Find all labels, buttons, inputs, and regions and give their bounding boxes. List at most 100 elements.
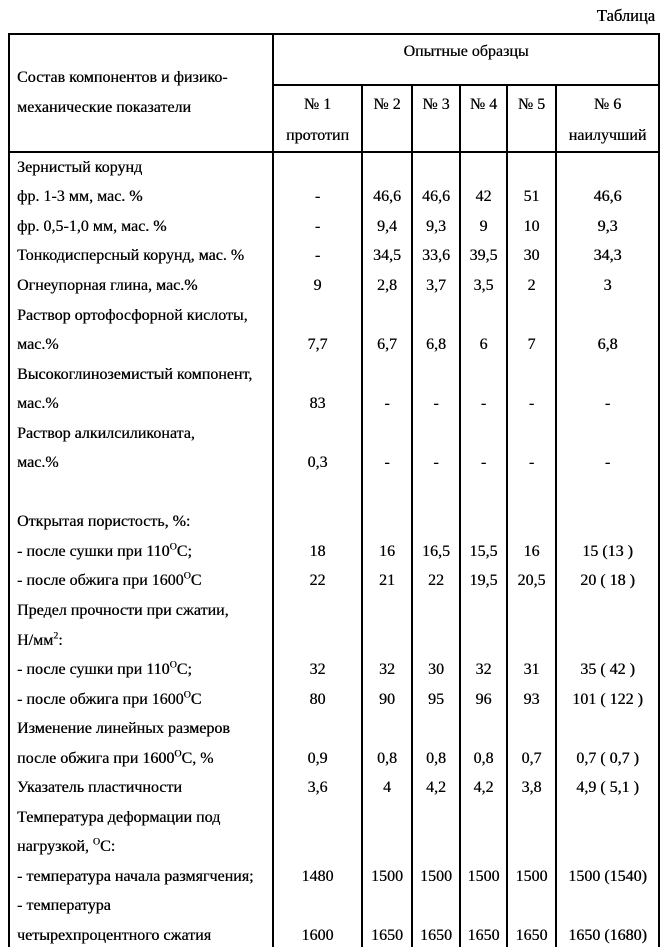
cell-value: - bbox=[554, 448, 660, 479]
cell-value bbox=[459, 714, 507, 744]
cell-value bbox=[361, 507, 412, 538]
row-label: мас.% bbox=[17, 395, 59, 413]
cell-value: 95 bbox=[411, 684, 460, 715]
cell-value bbox=[272, 507, 362, 538]
table-row: Указатель пластичности 3,6 4 4,2 4,2 3,8 4,9 (… bbox=[9, 773, 660, 804]
cell-value: 6 bbox=[459, 330, 507, 360]
column-header: № 1 прототип bbox=[272, 85, 362, 153]
row-label: - температура bbox=[17, 897, 111, 915]
cell-value: - bbox=[411, 448, 460, 479]
row-label: фр. 0,5-1,0 мм, мас. % bbox=[17, 217, 167, 235]
cell-value: 1500 bbox=[459, 862, 507, 892]
cell-value: 6,8 bbox=[554, 330, 660, 360]
cell-value bbox=[411, 507, 460, 538]
table-row: Изменение линейных размеров bbox=[9, 714, 660, 744]
cell-value: - bbox=[272, 212, 362, 242]
cell-value bbox=[554, 359, 660, 390]
cell-value bbox=[411, 152, 460, 183]
row-label: Указатель пластичности bbox=[17, 779, 182, 797]
row-label: Тонкодисперсный корунд, мас. % bbox=[17, 247, 245, 265]
cell-value: 1480 bbox=[272, 862, 362, 892]
cell-value bbox=[272, 418, 362, 449]
cell-value bbox=[459, 478, 507, 508]
table-row: нагрузкой, ОС: bbox=[9, 832, 660, 863]
cell-value bbox=[272, 359, 362, 390]
cell-value: 46,6 bbox=[411, 182, 460, 213]
row-label bbox=[9, 478, 273, 508]
row-label: Высокоглиноземистый компонент, bbox=[17, 365, 253, 383]
cell-value: 83 bbox=[272, 389, 362, 419]
table-row: Высокоглиноземистый компонент, bbox=[9, 359, 660, 390]
cell-value bbox=[411, 625, 460, 656]
cell-value: 20 ( 18 ) bbox=[554, 566, 660, 597]
group-header-row: Состав компонентов и физико- механически… bbox=[9, 34, 660, 153]
table-row: фр. 0,5-1,0 мм, мас. % -9,4 9,3 9 10 9,3 bbox=[9, 212, 660, 242]
cell-value: 3 bbox=[554, 271, 660, 301]
cell-value: 4,2 bbox=[459, 773, 507, 804]
cell-value: 1500 bbox=[361, 862, 412, 892]
cell-value bbox=[506, 478, 556, 508]
row-label: Раствор алкилсиликоната, bbox=[17, 424, 195, 442]
cell-value: 1500 (1540) bbox=[554, 862, 660, 892]
row-label: Открытая пористость, %: bbox=[17, 513, 191, 531]
cell-value: 15 (13 ) bbox=[554, 537, 660, 567]
cell-value: 10 bbox=[506, 212, 556, 242]
table-row: Раствор алкилсиликоната, bbox=[9, 418, 660, 449]
cell-value bbox=[506, 625, 556, 656]
cell-value: 46,6 bbox=[361, 182, 412, 213]
cell-value bbox=[506, 359, 556, 390]
row-label: после обжига при 1600ОС, % bbox=[17, 748, 214, 767]
table-row: Огнеупорная глина, мас.% 9 2,8 3,7 3,5 2 3 bbox=[9, 271, 660, 301]
cell-value bbox=[361, 596, 412, 626]
cell-value: 1650 bbox=[459, 921, 507, 947]
data-table: Состав компонентов и физико- механически… bbox=[8, 33, 661, 947]
cell-value bbox=[411, 359, 460, 390]
cell-value: 3,8 bbox=[506, 773, 556, 804]
cell-value bbox=[459, 625, 507, 656]
cell-value: 3,6 bbox=[272, 773, 362, 804]
cell-value bbox=[554, 596, 660, 626]
table-caption: Таблица bbox=[596, 6, 655, 25]
cell-value bbox=[361, 714, 412, 744]
row-label: Раствор ортофосфорной кислоты, bbox=[17, 306, 248, 324]
cell-value bbox=[554, 625, 660, 656]
cell-value: 46,6 bbox=[554, 182, 660, 213]
row-label: мас.% bbox=[17, 454, 59, 472]
cell-value: 9 bbox=[272, 271, 362, 301]
cell-value: 6,7 bbox=[361, 330, 412, 360]
cell-value bbox=[459, 300, 507, 331]
cell-value bbox=[361, 478, 412, 508]
table-row: Н/мм2: bbox=[9, 625, 660, 656]
cell-value bbox=[459, 596, 507, 626]
cell-value: 16,5 bbox=[411, 537, 460, 567]
cell-value bbox=[506, 418, 556, 449]
table-row: - после обжига при 1600ОС 80 90 95 96 93 101 (… bbox=[9, 684, 660, 715]
table-row: Температура деформации под bbox=[9, 803, 660, 833]
column-header: № 3 bbox=[411, 85, 460, 153]
cell-value bbox=[361, 803, 412, 833]
cell-value bbox=[272, 300, 362, 331]
cell-value: 42 bbox=[459, 182, 507, 213]
cell-value: 9 bbox=[459, 212, 507, 242]
cell-value: - bbox=[411, 389, 460, 419]
column-header: № 6 наилучший bbox=[554, 85, 660, 153]
row-label: Изменение линейных размеров bbox=[17, 720, 230, 738]
cell-value bbox=[554, 803, 660, 833]
cell-value: 90 bbox=[361, 684, 412, 715]
cell-value: 2,8 bbox=[361, 271, 412, 301]
cell-value bbox=[411, 803, 460, 833]
cell-value: 4,9 ( 5,1 ) bbox=[554, 773, 660, 804]
cell-value: - bbox=[459, 389, 507, 419]
table-row: - температура начала размягчения; 1480 150… bbox=[9, 862, 660, 892]
table-row: Открытая пористость, %: bbox=[9, 507, 660, 538]
cell-value bbox=[411, 478, 460, 508]
cell-value bbox=[459, 359, 507, 390]
cell-value bbox=[554, 714, 660, 744]
cell-value: 1650 bbox=[506, 921, 556, 947]
cell-value: - bbox=[459, 448, 507, 479]
cell-value: 96 bbox=[459, 684, 507, 715]
cell-value: 32 bbox=[459, 655, 507, 685]
cell-value: - bbox=[272, 182, 362, 213]
row-label: - температура начала размягчения; bbox=[17, 867, 254, 885]
cell-value: 32 bbox=[272, 655, 362, 685]
